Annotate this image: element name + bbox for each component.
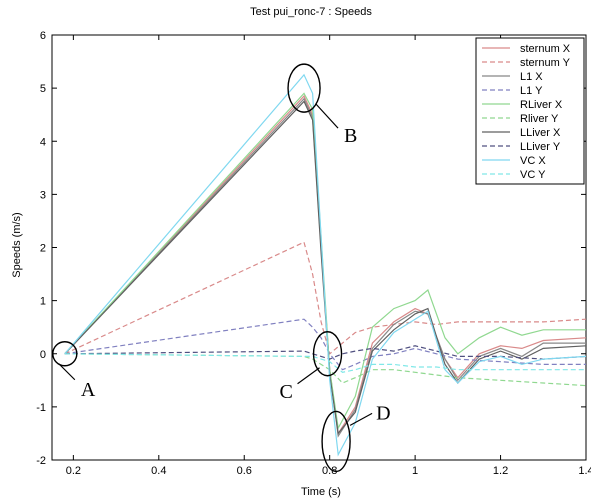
annotation-circle-d [321, 410, 351, 473]
y-axis: -2 -1 0 1 2 3 4 5 6 [36, 30, 586, 467]
annotation-leader-c [297, 367, 320, 385]
y-tick-label: 5 [40, 83, 46, 95]
series-line-lliver-x [64, 100, 586, 435]
annotation-leader-a [58, 363, 76, 381]
y-tick-label: 6 [40, 30, 46, 42]
annotation-label-a: A [81, 379, 96, 401]
legend-entry-label: RLiver X [520, 99, 563, 111]
series-lines [64, 73, 586, 457]
legend-entry-label: sternum X [520, 43, 571, 55]
y-tick-label: 4 [40, 136, 46, 148]
series-line-lliver-y [64, 345, 586, 360]
series-line-rliver-y [64, 353, 586, 387]
x-tick-label: 1.2 [493, 465, 508, 477]
legend-entry-label: L1 Y [520, 85, 543, 97]
series-line-sternum-y [64, 241, 586, 355]
annotation-circle-a [52, 341, 78, 367]
legend-entry-label: L1 X [520, 71, 543, 83]
legend: sternum X sternum Y L1 X L1 Y RLiver X Rliver… [475, 37, 585, 185]
series-line-l1-y [64, 318, 586, 371]
y-axis-title: Speeds (m/s) [11, 212, 23, 277]
y-tick-label: 0 [40, 349, 46, 361]
x-tick-label: 1.4 [578, 465, 591, 477]
annotation-label-c: C [280, 381, 293, 403]
annotation-circle-c [312, 331, 343, 377]
annotation-label-b: B [344, 125, 357, 147]
y-tick-label: -1 [36, 402, 46, 414]
x-tick-label: 1 [412, 465, 418, 477]
x-axis: 0.2 0.4 0.6 0.8 1 1.2 1.4 [66, 35, 591, 477]
y-tick-label: 1 [40, 296, 46, 308]
legend-entry-label: VC Y [520, 169, 546, 181]
annotation-leader-d [349, 412, 373, 426]
series-line-vc-y [64, 353, 586, 373]
legend-entry-label: LLiver X [520, 127, 561, 139]
legend-entry-label: VC X [520, 155, 546, 167]
x-tick-label: 0.2 [66, 465, 81, 477]
x-tick-label: 0.6 [237, 465, 252, 477]
x-tick-label: 0.4 [151, 465, 166, 477]
legend-entry-label: LLiver Y [520, 141, 561, 153]
x-tick-label: 0.8 [322, 465, 337, 477]
annotations: A B C D [52, 63, 391, 473]
annotation-leader-b [315, 103, 339, 129]
chart-title: Test pui_ronc-7 : Speeds [250, 6, 372, 18]
legend-entry-label: sternum Y [520, 57, 571, 69]
x-axis-title: Time (s) [301, 486, 341, 498]
annotation-label-d: D [376, 402, 390, 424]
series-line-vc-x [64, 73, 586, 457]
y-tick-label: 2 [40, 243, 46, 255]
annotation-circle-b [287, 63, 321, 113]
legend-entry-label: Rliver Y [520, 113, 559, 125]
y-tick-label: -2 [36, 455, 46, 467]
y-tick-label: 3 [40, 189, 46, 201]
